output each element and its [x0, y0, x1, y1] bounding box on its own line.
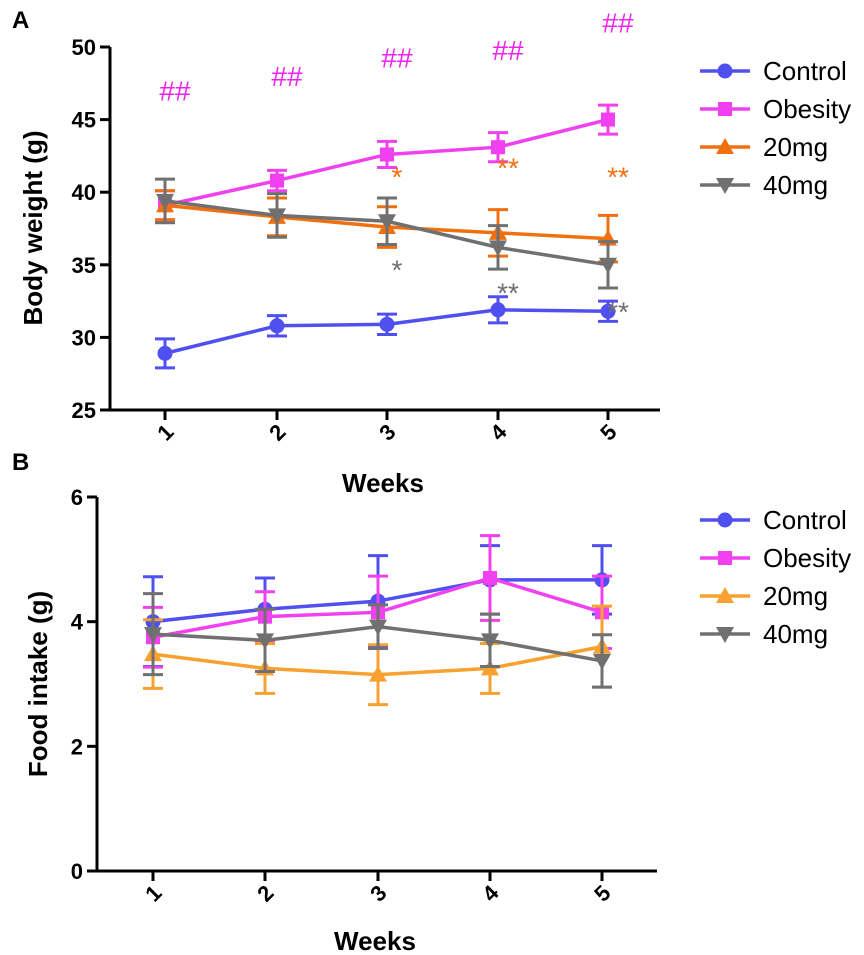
- legend-marker: [717, 512, 733, 528]
- significance-annotation: ##: [602, 7, 634, 38]
- legend-marker: [716, 178, 734, 194]
- legend-entry-control: Control: [700, 56, 847, 86]
- legend-entry-obesity: Obesity: [700, 94, 851, 124]
- panel-b: B 0 2 4 6 1 2 3 4 5 Weeks Food intake (g) Control Obe…: [12, 449, 851, 955]
- significance-annotation: ##: [381, 42, 413, 73]
- y-tick-label: 30: [72, 325, 96, 350]
- significance-annotation: **: [607, 161, 629, 192]
- legend-label: 20mg: [763, 581, 828, 611]
- legend-entry-20mg: 20mg: [700, 581, 828, 611]
- y-tick-label: 50: [72, 35, 96, 60]
- x-tick-label: 2: [252, 880, 278, 906]
- legend: Control Obesity 20mg 40mg: [700, 56, 851, 200]
- legend-marker: [716, 138, 734, 154]
- y-tick-label: 25: [72, 398, 96, 423]
- x-tick-label: 5: [595, 419, 621, 445]
- legend-label: Obesity: [763, 94, 851, 124]
- data-point: [156, 193, 174, 210]
- legend-marker: [718, 102, 732, 116]
- series-control: [155, 295, 618, 370]
- significance-annotation: *: [392, 254, 403, 285]
- data-point: [481, 633, 499, 650]
- y-axis-title: Body weight (g): [18, 131, 48, 326]
- x-tick-label: 4: [485, 419, 512, 446]
- data-point: [144, 627, 162, 644]
- data-point: [491, 140, 505, 155]
- legend-label: 40mg: [763, 619, 828, 649]
- legend-label: 20mg: [763, 132, 828, 162]
- data-point: [369, 619, 387, 636]
- legend-marker: [716, 587, 734, 603]
- data-point: [157, 345, 173, 361]
- data-point: [599, 257, 617, 274]
- significance-annotation: ##: [492, 35, 524, 66]
- data-point: [256, 633, 274, 650]
- significance-annotation: ##: [159, 76, 191, 107]
- legend-entry-obesity: Obesity: [700, 543, 851, 573]
- significance-annotation: **: [607, 296, 629, 327]
- y-tick-label: 6: [71, 485, 83, 510]
- significance-annotation: ##: [271, 61, 303, 92]
- data-point: [483, 571, 497, 586]
- series-obesity: [155, 103, 618, 222]
- data-point: [369, 665, 387, 682]
- legend-entry-40mg: 40mg: [700, 619, 828, 649]
- legend: Control Obesity 20mg 40mg: [700, 505, 851, 649]
- x-tick-label: 5: [589, 880, 615, 906]
- legend-label: Control: [763, 505, 847, 535]
- legend-marker: [718, 551, 732, 565]
- data-point: [489, 240, 507, 257]
- legend-entry-40mg: 40mg: [700, 170, 828, 200]
- y-tick-label: 40: [72, 180, 96, 205]
- x-axis-title: Weeks: [342, 468, 424, 498]
- series-40mg: [143, 592, 612, 689]
- legend-label: 40mg: [763, 170, 828, 200]
- x-tick-label: 3: [374, 419, 400, 445]
- y-tick-label: 45: [72, 108, 96, 133]
- legend-marker: [717, 63, 733, 79]
- legend-label: Control: [763, 56, 847, 86]
- y-axis-title: Food intake (g): [23, 591, 53, 777]
- data-point: [380, 147, 394, 162]
- x-tick-label: 4: [477, 880, 504, 907]
- panel-letter: A: [12, 7, 29, 34]
- significance-annotation: *: [392, 161, 403, 192]
- data-point: [270, 173, 284, 188]
- series-40mg: [155, 177, 618, 290]
- data-point: [378, 214, 396, 231]
- panel-letter: B: [12, 449, 29, 476]
- x-tick-label: 2: [264, 419, 290, 445]
- significance-annotation: **: [497, 153, 519, 184]
- significance-annotation: **: [497, 278, 519, 309]
- data-point: [379, 316, 395, 332]
- data-point: [269, 318, 285, 334]
- x-tick-label: 1: [152, 419, 178, 445]
- y-tick-label: 4: [71, 610, 84, 635]
- data-point: [601, 112, 615, 127]
- legend-label: Obesity: [763, 543, 851, 573]
- y-tick-label: 0: [71, 859, 83, 884]
- data-point: [593, 653, 611, 670]
- data-point: [490, 302, 506, 318]
- legend-entry-control: Control: [700, 505, 847, 535]
- legend-entry-20mg: 20mg: [700, 132, 828, 162]
- x-tick-label: 3: [365, 880, 391, 906]
- x-tick-label: 1: [140, 880, 166, 906]
- data-point: [600, 303, 616, 319]
- data-point: [268, 208, 286, 225]
- y-tick-label: 2: [71, 734, 83, 759]
- x-axis-title: Weeks: [334, 926, 416, 955]
- y-tick-label: 35: [72, 253, 96, 278]
- legend-marker: [716, 627, 734, 643]
